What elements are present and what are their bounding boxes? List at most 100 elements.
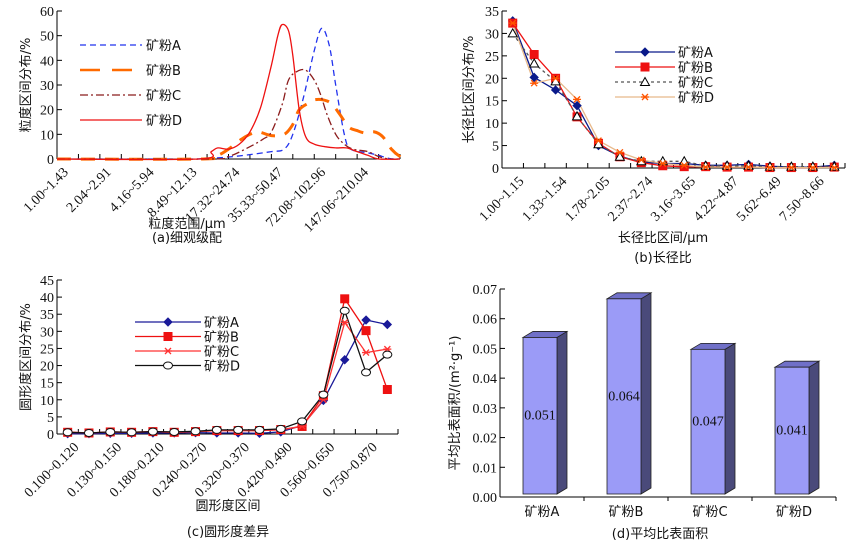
y-axis-title: 长径比区间分布/% — [462, 36, 477, 144]
y-tick-label: 50 — [40, 30, 54, 45]
y-tick-label: 20 — [40, 360, 54, 375]
y-tick-label: 5 — [47, 411, 54, 426]
data-point — [340, 294, 350, 304]
panel-b-aspect-ratio: 0 5 10 15 20 25 30 35 1.00~1.151.33~1.541.78~2.0… — [462, 5, 846, 266]
y-tick-label: 20 — [40, 104, 54, 119]
data-point — [62, 428, 73, 437]
data-point — [169, 427, 180, 436]
data-point — [361, 315, 371, 325]
data-point — [361, 326, 371, 336]
y-tick-label: 25 — [485, 50, 499, 65]
y-tick-label: 45 — [40, 274, 54, 289]
data-point — [594, 137, 603, 145]
y-tick-label: 10 — [40, 128, 54, 143]
x-tick-label: 1.33~1.54 — [520, 174, 571, 225]
legend-label: 矿粉D — [678, 91, 714, 106]
y-tick-label: 10 — [485, 117, 499, 132]
data-point — [530, 79, 539, 87]
legend-label: 矿粉D — [204, 360, 240, 375]
data-point — [551, 74, 560, 82]
legend-label: 矿粉A — [678, 46, 713, 61]
y-axis-title: 圆形度区间分布/% — [18, 303, 34, 411]
data-point — [615, 148, 624, 156]
data-point — [382, 319, 393, 330]
series-line-矿粉B — [56, 97, 407, 161]
y-tick-label: 15 — [40, 377, 54, 392]
data-point — [723, 163, 732, 171]
data-point — [318, 390, 329, 399]
y-tick-label: 60 — [40, 5, 54, 20]
panel-caption: (c)圆形度差异 — [187, 524, 269, 540]
y-tick-label: 40 — [40, 54, 54, 69]
data-point — [382, 385, 392, 395]
y-tick-label: 5 — [492, 140, 499, 155]
y-tick-label: 0.02 — [473, 432, 498, 447]
x-category-label: 矿粉C — [692, 505, 727, 520]
y-tick-label: 40 — [40, 291, 54, 306]
bar-矿粉B — [606, 298, 642, 495]
panel-d-specific-surface: 0.00 0.01 0.02 0.03 0.04 0.05 0.06 0.07 0.051 矿粉A… — [448, 283, 837, 542]
legend-label: 矿粉C — [678, 76, 713, 91]
x-tick-label: 2.37~2.74 — [605, 174, 656, 225]
bar-矿粉A — [522, 337, 558, 495]
x-axis-title: 长径比区间/μm — [618, 231, 708, 246]
bar-side — [724, 342, 736, 495]
y-tick-label: 35 — [40, 308, 54, 323]
panel-caption: (b)长径比 — [634, 251, 691, 266]
data-point — [340, 318, 349, 326]
legend-marker — [163, 317, 173, 327]
y-tick-label: 10 — [40, 394, 54, 409]
bar-矿粉C — [690, 348, 726, 495]
data-point — [614, 151, 626, 161]
data-point — [637, 156, 646, 164]
y-tick-label: 25 — [40, 342, 54, 357]
data-point — [572, 100, 582, 111]
data-point — [701, 163, 710, 171]
panel-a-size-distribution: 01020304050601.00~1.432.04~2.914.16~5.94… — [18, 5, 407, 246]
data-point — [126, 428, 137, 437]
series-line-矿粉D — [56, 23, 401, 161]
y-tick-label: 0.00 — [473, 491, 498, 506]
bar-side — [640, 292, 652, 495]
series-line-矿粉D — [67, 308, 388, 434]
data-point — [573, 95, 582, 103]
series-line-矿粉A — [56, 27, 401, 160]
legend-marker — [641, 93, 649, 101]
y-axis-title: 粒度区间分布/% — [18, 38, 34, 133]
data-point — [744, 163, 753, 171]
data-point — [190, 427, 201, 436]
data-point — [529, 72, 539, 83]
legend-marker — [640, 47, 650, 57]
bar-矿粉D — [774, 366, 810, 495]
series-line-矿粉A — [67, 319, 388, 435]
data-point — [571, 110, 583, 121]
data-point — [211, 425, 222, 434]
y-tick-label: 30 — [40, 79, 54, 94]
data-point — [550, 85, 561, 95]
y-tick-label: 0 — [47, 153, 54, 168]
data-point — [254, 425, 265, 434]
series-line-矿粉D — [512, 22, 835, 169]
data-point — [275, 424, 286, 433]
series-line-矿粉C — [56, 68, 401, 160]
data-point — [678, 155, 690, 166]
data-point — [508, 19, 517, 27]
y-tick-label: 30 — [40, 325, 54, 340]
legend-label: 矿粉C — [146, 89, 181, 104]
y-tick-label: 0.05 — [473, 342, 498, 357]
data-label: 0.064 — [608, 389, 640, 404]
data-point — [680, 161, 689, 169]
legend-label: 矿粉B — [204, 331, 239, 346]
data-point — [658, 160, 667, 167]
data-point — [340, 355, 350, 365]
panel-caption: (d)平均比表面积 — [612, 527, 708, 542]
y-tick-label: 0.07 — [473, 283, 498, 298]
data-point — [361, 368, 372, 377]
data-point — [529, 50, 539, 60]
x-tick-label: 1.00~1.43 — [21, 165, 72, 216]
y-tick-label: 35 — [485, 5, 499, 20]
data-point — [382, 350, 393, 359]
